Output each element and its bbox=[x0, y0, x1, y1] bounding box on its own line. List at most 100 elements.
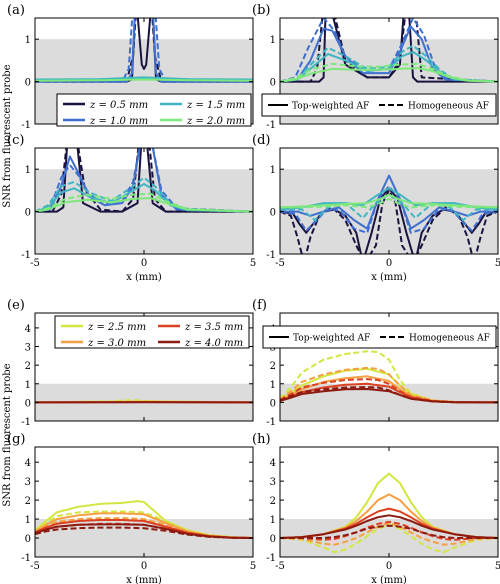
series-line bbox=[280, 366, 498, 404]
y-axis-label: SNR from fluorescent probe bbox=[2, 64, 13, 207]
y-tick-label: -1 bbox=[21, 120, 31, 131]
series-line bbox=[280, 174, 498, 230]
series-line bbox=[280, 524, 498, 539]
panel-g: -1 0 1 2 3 4 -5 0 5 (g) x (mm) bbox=[7, 432, 256, 584]
x-tick-label: 0 bbox=[141, 258, 147, 269]
legend-entry: z = 4.0 mm bbox=[184, 338, 243, 349]
series-line bbox=[280, 18, 498, 83]
y-tick-label: 0 bbox=[25, 208, 31, 219]
panel-label: (g) bbox=[7, 432, 25, 447]
panel-label: (f) bbox=[252, 298, 267, 313]
x-tick-label: 0 bbox=[386, 258, 392, 269]
y-tick-label: 1 bbox=[270, 515, 276, 526]
legend-entry: Top-weighted AF bbox=[292, 102, 369, 112]
x-tick-label: -5 bbox=[30, 561, 40, 572]
y-tick-label: 0 bbox=[25, 78, 31, 89]
series-line bbox=[35, 523, 253, 539]
y-tick-label: -1 bbox=[266, 120, 276, 131]
legend-entry: z = 1.5 mm bbox=[186, 100, 245, 111]
y-tick-label: 1 bbox=[25, 35, 31, 46]
legend-af: Top-weighted AF Homogeneous AF bbox=[261, 93, 497, 117]
y-tick-label: 3 bbox=[270, 477, 276, 488]
y-tick-label: 0 bbox=[270, 78, 276, 89]
panel-d: -1 0 1 -5 0 5 (d) x (mm) bbox=[252, 133, 500, 283]
series-line bbox=[35, 192, 253, 213]
panel-label: (c) bbox=[7, 133, 24, 148]
series-line bbox=[280, 197, 498, 209]
x-tick-label: -5 bbox=[275, 258, 285, 269]
y-tick-label: 0 bbox=[270, 398, 276, 409]
x-tick-label: -5 bbox=[275, 561, 285, 572]
legend-entry: z = 2.5 mm bbox=[87, 322, 146, 333]
y-tick-label: 0 bbox=[270, 208, 276, 219]
y-tick-label: 3 bbox=[25, 343, 31, 354]
legend-entry: Homogeneous AF bbox=[409, 334, 490, 344]
legend-entry: z = 1.0 mm bbox=[89, 116, 148, 127]
panel-c: -1 0 1 -5 0 5 (c) x (mm) bbox=[7, 133, 256, 283]
x-tick-label: 5 bbox=[495, 258, 500, 269]
x-axis-label: x (mm) bbox=[371, 575, 407, 584]
series-line bbox=[280, 187, 498, 211]
x-tick-label: 5 bbox=[495, 561, 500, 572]
y-tick-label: 3 bbox=[25, 477, 31, 488]
y-tick-label: -1 bbox=[266, 553, 276, 564]
y-tick-label: 0 bbox=[25, 398, 31, 409]
series-line bbox=[280, 44, 498, 83]
series-line bbox=[280, 193, 498, 222]
panel-label: (a) bbox=[7, 3, 25, 18]
x-tick-label: -5 bbox=[30, 258, 40, 269]
x-axis-label: x (mm) bbox=[371, 272, 407, 283]
y-tick-label: 2 bbox=[270, 361, 276, 372]
y-tick-label: 1 bbox=[270, 380, 276, 391]
y-tick-label: 0 bbox=[270, 534, 276, 545]
series-line bbox=[35, 526, 253, 539]
x-tick-label: 0 bbox=[386, 561, 392, 572]
panel-h: -1 0 1 2 3 4 -5 0 5 (h) x (mm) bbox=[252, 432, 500, 584]
panel-label: (e) bbox=[7, 298, 25, 313]
series-line bbox=[35, 510, 253, 539]
series-line bbox=[280, 67, 498, 83]
legend-entry: z = 0.5 mm bbox=[89, 100, 148, 111]
y-tick-label: 0 bbox=[25, 534, 31, 545]
y-tick-label: 2 bbox=[270, 496, 276, 507]
series-line bbox=[280, 193, 498, 209]
series-line bbox=[35, 76, 253, 81]
series-line bbox=[35, 18, 253, 83]
series-line bbox=[280, 514, 498, 539]
legend-entry: z = 2.0 mm bbox=[186, 116, 245, 127]
series-line bbox=[35, 148, 253, 213]
y-tick-label: 1 bbox=[270, 165, 276, 176]
y-axis-label: SNR from fluorescent probe bbox=[2, 363, 13, 506]
legend-box bbox=[54, 315, 250, 349]
y-tick-label: -1 bbox=[266, 417, 276, 428]
y-tick-label: 1 bbox=[25, 515, 31, 526]
x-tick-label: 5 bbox=[250, 561, 256, 572]
series-line bbox=[35, 18, 253, 83]
y-tick-label: 4 bbox=[270, 458, 276, 469]
legend-depth: z = 0.5 mm z = 1.5 mm z = 1.0 mm z = 2.0 mm bbox=[56, 93, 252, 127]
legend-box bbox=[56, 93, 252, 127]
series-line bbox=[280, 185, 498, 234]
y-tick-label: 2 bbox=[25, 496, 31, 507]
legend-depth: z = 2.5 mm z = 3.5 mm z = 3.0 mm z = 4.0 mm bbox=[54, 315, 250, 349]
series-line bbox=[35, 197, 253, 213]
y-tick-label: 4 bbox=[25, 458, 31, 469]
series-line bbox=[280, 189, 498, 254]
y-tick-label: -1 bbox=[21, 250, 31, 261]
legend-entry: z = 3.5 mm bbox=[184, 322, 243, 333]
noise-band bbox=[280, 169, 498, 254]
series-line bbox=[35, 78, 253, 82]
x-axis-label: x (mm) bbox=[126, 575, 162, 584]
y-tick-label: 1 bbox=[270, 35, 276, 46]
panel-label: (h) bbox=[252, 432, 271, 447]
legend-entry: z = 3.0 mm bbox=[87, 338, 146, 349]
y-tick-label: 4 bbox=[25, 324, 31, 335]
legend-entry: Top-weighted AF bbox=[293, 334, 370, 344]
panel-label: (b) bbox=[252, 3, 270, 18]
series-line bbox=[280, 388, 498, 404]
y-tick-label: 1 bbox=[25, 380, 31, 391]
x-tick-label: 5 bbox=[250, 258, 256, 269]
y-tick-label: -1 bbox=[21, 417, 31, 428]
